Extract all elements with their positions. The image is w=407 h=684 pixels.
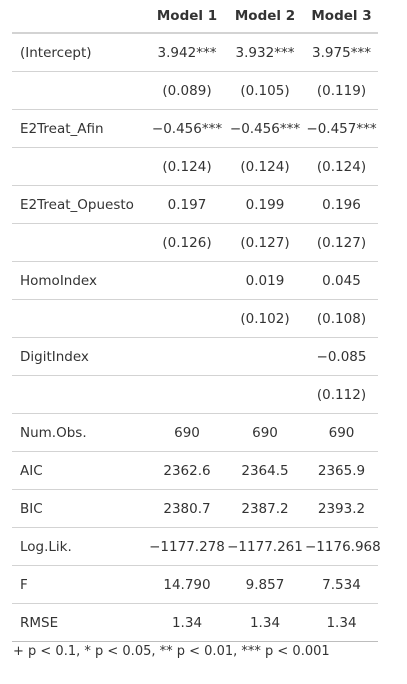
row-label — [12, 299, 149, 338]
cell-model-2: (0.102) — [225, 299, 305, 338]
row-label: E2Treat_Afin — [12, 109, 149, 148]
table-header: Model 1 Model 2 Model 3 — [12, 0, 378, 34]
cell-model-3: 2365.9 — [305, 451, 378, 490]
cell-model-3: 2393.2 — [305, 489, 378, 528]
regression-table-container: Model 1 Model 2 Model 3 (Intercept) 3.942… — [12, 0, 381, 642]
table-row: BIC 2380.7 2387.2 2393.2 — [12, 489, 378, 528]
row-label — [12, 71, 149, 110]
cell-model-1: 1.34 — [149, 603, 225, 642]
table-row: Log.Lik. −1177.278 −1177.261 −1176.968 — [12, 527, 381, 566]
cell-model-1: (0.089) — [149, 71, 225, 110]
row-label: E2Treat_Opuesto — [12, 185, 149, 224]
cell-model-2: 1.34 — [225, 603, 305, 642]
cell-model-3: (0.119) — [305, 71, 378, 110]
cell-model-2: 0.199 — [225, 185, 305, 224]
cell-model-3: (0.108) — [305, 299, 378, 338]
row-label: DigitIndex — [12, 337, 149, 376]
cell-model-2: 2387.2 — [225, 489, 305, 528]
cell-model-3: 0.196 — [305, 185, 378, 224]
cell-model-1: −1177.278 — [149, 527, 225, 566]
cell-model-1: 2362.6 — [149, 451, 225, 490]
row-label: Log.Lik. — [12, 527, 149, 566]
cell-model-2: (0.124) — [225, 147, 305, 186]
table-row: (0.102) (0.108) — [12, 299, 378, 338]
cell-model-1 — [149, 337, 225, 376]
table-row: E2Treat_Afin −0.456*** −0.456*** −0.457*** — [12, 109, 378, 148]
table-row: E2Treat_Opuesto 0.197 0.199 0.196 — [12, 185, 378, 224]
row-label: RMSE — [12, 603, 149, 642]
cell-model-3: −0.457*** — [305, 109, 378, 148]
significance-footnote: + p < 0.1, * p < 0.05, ** p < 0.01, *** … — [13, 644, 330, 659]
cell-model-2 — [225, 337, 305, 376]
row-label: BIC — [12, 489, 149, 528]
table-row: Num.Obs. 690 690 690 — [12, 413, 378, 452]
header-model-3: Model 3 — [305, 0, 378, 34]
cell-model-3: 0.045 — [305, 261, 378, 300]
cell-model-1 — [149, 375, 225, 414]
table-row: F 14.790 9.857 7.534 — [12, 565, 378, 604]
cell-model-2: (0.105) — [225, 71, 305, 110]
cell-model-2: 2364.5 — [225, 451, 305, 490]
cell-model-2: 9.857 — [225, 565, 305, 604]
row-label — [12, 147, 149, 186]
cell-model-1 — [149, 299, 225, 338]
table-row: HomoIndex 0.019 0.045 — [12, 261, 378, 300]
table-row: (Intercept) 3.942*** 3.932*** 3.975*** — [12, 33, 378, 72]
table-row: AIC 2362.6 2364.5 2365.9 — [12, 451, 378, 490]
table-row: (0.126) (0.127) (0.127) — [12, 223, 378, 262]
row-label: AIC — [12, 451, 149, 490]
cell-model-2: 0.019 — [225, 261, 305, 300]
regression-table: Model 1 Model 2 Model 3 (Intercept) 3.942… — [12, 0, 381, 642]
cell-model-2 — [225, 375, 305, 414]
table-row: DigitIndex −0.085 — [12, 337, 378, 376]
row-label: (Intercept) — [12, 33, 149, 72]
cell-model-1: 0.197 — [149, 185, 225, 224]
row-label: F — [12, 565, 149, 604]
table-row: (0.124) (0.124) (0.124) — [12, 147, 378, 186]
cell-model-1: (0.126) — [149, 223, 225, 262]
cell-model-3: 7.534 — [305, 565, 378, 604]
table-row: RMSE 1.34 1.34 1.34 — [12, 603, 378, 642]
header-model-1: Model 1 — [149, 0, 225, 34]
cell-model-3: 1.34 — [305, 603, 378, 642]
cell-model-1: 690 — [149, 413, 225, 452]
cell-model-1: −0.456*** — [149, 109, 225, 148]
cell-model-1 — [149, 261, 225, 300]
cell-model-3: −0.085 — [305, 337, 378, 376]
cell-model-1: 14.790 — [149, 565, 225, 604]
header-label-column — [12, 0, 149, 34]
cell-model-1: 3.942*** — [149, 33, 225, 72]
cell-model-2: 690 — [225, 413, 305, 452]
row-label — [12, 223, 149, 262]
cell-model-2: −1177.261 — [225, 527, 305, 566]
header-model-2: Model 2 — [225, 0, 305, 34]
row-label: HomoIndex — [12, 261, 149, 300]
cell-model-2: −0.456*** — [225, 109, 305, 148]
cell-model-1: 2380.7 — [149, 489, 225, 528]
cell-model-2: 3.932*** — [225, 33, 305, 72]
cell-model-3: (0.112) — [305, 375, 378, 414]
table-row: (0.112) — [12, 375, 378, 414]
cell-model-3: (0.127) — [305, 223, 378, 262]
cell-model-1: (0.124) — [149, 147, 225, 186]
cell-model-3: (0.124) — [305, 147, 378, 186]
cell-model-3: 3.975*** — [305, 33, 378, 72]
table-body: (Intercept) 3.942*** 3.932*** 3.975*** (0.08… — [12, 33, 381, 642]
row-label: Num.Obs. — [12, 413, 149, 452]
row-label — [12, 375, 149, 414]
cell-model-3: 690 — [305, 413, 378, 452]
cell-model-3: −1176.968 — [305, 527, 381, 566]
table-row: (0.089) (0.105) (0.119) — [12, 71, 378, 110]
cell-model-2: (0.127) — [225, 223, 305, 262]
header-row: Model 1 Model 2 Model 3 — [12, 0, 378, 34]
